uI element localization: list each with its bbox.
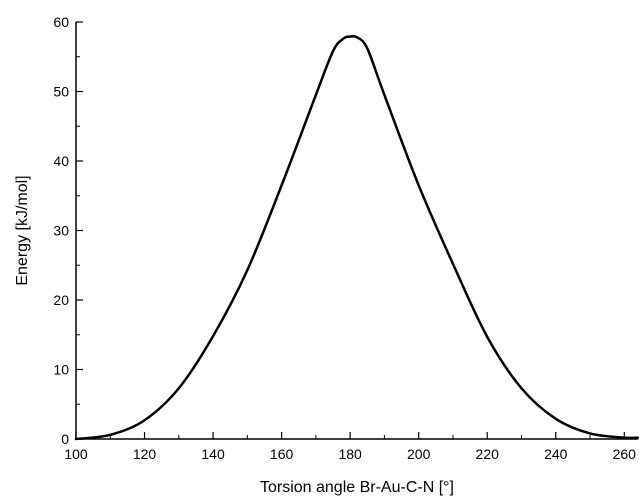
x-tick-label: 180 — [338, 446, 362, 462]
y-tick-label: 20 — [53, 292, 69, 308]
x-tick-label: 260 — [613, 446, 637, 462]
y-tick-label: 40 — [53, 153, 69, 169]
ticks — [75, 21, 625, 440]
x-tick-label: 240 — [544, 446, 568, 462]
y-tick-label: 10 — [53, 362, 69, 378]
tick-labels: 100 120 140 160 180 200 220 240 260 0 10 20 30 40 50 60 — [53, 14, 636, 462]
x-tick-label: 220 — [476, 446, 500, 462]
y-axis-title: Energy [kJ/mol] — [14, 175, 31, 285]
x-tick-label: 140 — [201, 446, 225, 462]
y-tick-label: 60 — [53, 14, 69, 30]
energy-curve — [74, 34, 639, 441]
x-tick-label: 200 — [407, 446, 431, 462]
x-tick-label: 120 — [133, 446, 157, 462]
axes — [75, 22, 638, 440]
x-axis-title: Torsion angle Br-Au-C-N [°] — [260, 479, 454, 496]
x-tick-label: 100 — [64, 446, 88, 462]
y-tick-label: 50 — [53, 84, 69, 100]
y-tick-label: 30 — [53, 223, 69, 239]
y-tick-label: 0 — [61, 431, 69, 447]
x-tick-label: 160 — [270, 446, 294, 462]
